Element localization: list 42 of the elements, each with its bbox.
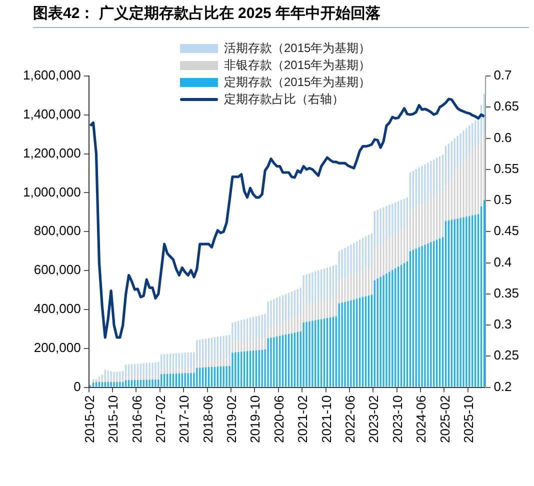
legend-label: 定期存款占比（右轴） <box>224 91 344 108</box>
y-tick-label: 1,000,000 <box>22 184 81 200</box>
y-tick-label: 1,200,000 <box>22 145 81 160</box>
y2-tick-label: 0.4 <box>494 254 512 270</box>
x-tick-label: 2017-02 <box>152 395 168 444</box>
x-tick-label: 2020-06 <box>271 395 286 444</box>
y-tick-label: 600,000 <box>34 262 81 278</box>
y2-tick-label: 0.25 <box>494 348 520 363</box>
chart-title: 图表42： 广义定期存款占比在 2025 年年中开始回落 <box>33 4 529 28</box>
x-tick-label: 2015-10 <box>106 395 121 444</box>
y2-tick-label: 0.5 <box>494 192 512 208</box>
x-tick-label: 2019-02 <box>224 395 240 444</box>
x-tick-label: 2019-10 <box>248 395 263 444</box>
x-tick-label: 2021-10 <box>318 395 334 444</box>
x-tick-label: 2025-10 <box>460 395 476 444</box>
x-tick-label: 2018-06 <box>200 395 216 444</box>
y2-tick-label: 0.3 <box>494 316 512 332</box>
y2-tick-label: 0.6 <box>494 130 512 145</box>
y2-tick-label: 0.45 <box>494 223 520 238</box>
x-tick-label: 2017-10 <box>176 395 192 444</box>
y-tick-label: 400,000 <box>34 301 81 316</box>
y2-tick-label: 0.65 <box>494 98 520 114</box>
legend-label: 活期存款（2015年为基期） <box>224 40 371 57</box>
legend-label: 定期存款（2015年为基期） <box>224 74 371 91</box>
y-tick-label: 200,000 <box>34 340 81 355</box>
x-tick-label: 2022-06 <box>342 395 358 444</box>
x-tick-label: 2023-02 <box>366 395 382 444</box>
y2-tick-label: 0.55 <box>494 160 520 176</box>
x-tick-label: 2025-02 <box>437 395 452 444</box>
y2-tick-label: 0.7 <box>494 68 512 83</box>
y2-tick-label: 0.35 <box>494 285 520 300</box>
x-tick-label: 2023-10 <box>390 395 405 444</box>
x-tick-label: 2021-02 <box>295 395 310 444</box>
y-tick-label: 800,000 <box>34 223 81 238</box>
y2-tick-label: 0.2 <box>494 378 512 394</box>
x-tick-label: 2024-06 <box>414 395 429 444</box>
y-tick-label: 1,400,000 <box>22 106 81 122</box>
y-tick-label: 1,600,000 <box>22 68 81 83</box>
x-tick-label: 2016-06 <box>129 395 144 444</box>
legend-label: 非银存款（2015年为基期） <box>224 57 371 74</box>
x-tick-label: 2015-02 <box>82 395 97 444</box>
y-tick-label: 0 <box>74 378 81 394</box>
